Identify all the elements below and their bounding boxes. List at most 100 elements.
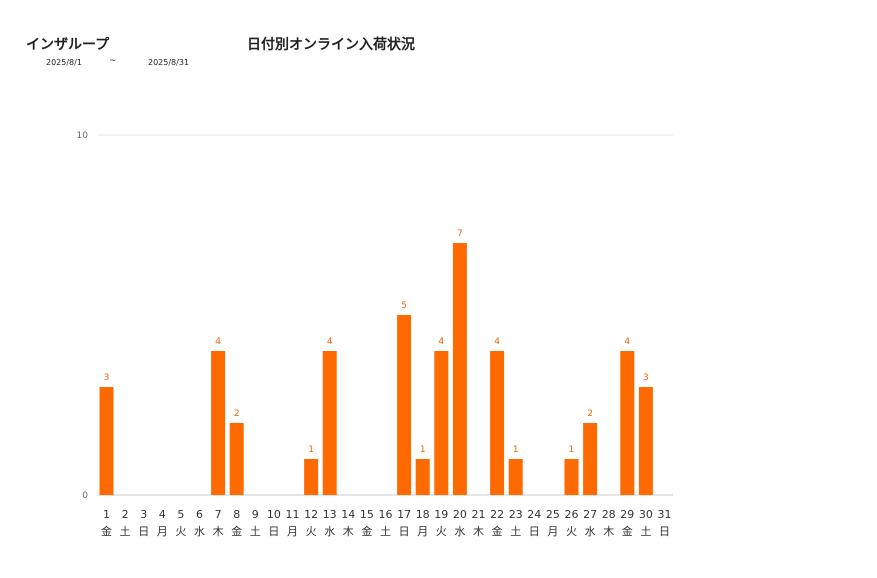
x-tick-label-day: 5 bbox=[177, 508, 184, 521]
x-tick-label-weekday: 金 bbox=[492, 524, 503, 538]
x-tick-label-weekday: 金 bbox=[361, 524, 372, 538]
x-tick-label-weekday: 水 bbox=[454, 525, 465, 538]
chart-title: 日付別オンライン入荷状況 bbox=[247, 37, 415, 53]
data-label: 3 bbox=[104, 373, 110, 383]
x-tick-label-weekday: 日 bbox=[529, 525, 540, 538]
x-tick-label-day: 26 bbox=[565, 508, 579, 521]
bar bbox=[322, 351, 337, 495]
x-tick-label-weekday: 火 bbox=[436, 525, 447, 538]
x-tick-label-day: 27 bbox=[583, 508, 597, 521]
x-tick-label-weekday: 土 bbox=[380, 525, 391, 538]
bar bbox=[638, 387, 653, 495]
company-name: インザループ bbox=[26, 37, 110, 53]
x-tick-label-weekday: 日 bbox=[268, 525, 279, 538]
date-range-separator: ~ bbox=[109, 56, 117, 66]
bar bbox=[229, 423, 244, 495]
x-tick-label-day: 17 bbox=[397, 508, 411, 521]
x-tick-label-day: 4 bbox=[159, 508, 166, 521]
x-tick-label-weekday: 火 bbox=[306, 525, 317, 538]
bar bbox=[211, 351, 226, 495]
x-tick-label-weekday: 土 bbox=[640, 525, 651, 538]
x-tick-label-day: 21 bbox=[472, 508, 486, 521]
x-tick-label-weekday: 水 bbox=[585, 525, 596, 538]
x-tick-label-day: 14 bbox=[341, 508, 355, 521]
data-label: 1 bbox=[420, 445, 426, 455]
x-tick-label-day: 10 bbox=[267, 508, 281, 521]
x-tick-label-day: 2 bbox=[122, 508, 129, 521]
x-tick-label-weekday: 金 bbox=[622, 524, 633, 538]
data-label: 5 bbox=[401, 301, 407, 311]
x-tick-label-day: 7 bbox=[215, 508, 222, 521]
bar bbox=[620, 351, 635, 495]
x-tick-label-day: 23 bbox=[509, 508, 523, 521]
x-tick-label-day: 25 bbox=[546, 508, 560, 521]
data-label: 1 bbox=[308, 445, 314, 455]
date-to: 2025/8/31 bbox=[148, 58, 190, 67]
bar bbox=[583, 423, 598, 495]
x-tick-label-weekday: 月 bbox=[547, 525, 558, 538]
bar bbox=[397, 315, 412, 495]
x-tick-label-day: 6 bbox=[196, 508, 203, 521]
y-tick-label: 0 bbox=[82, 491, 88, 501]
x-tick-label-day: 20 bbox=[453, 508, 467, 521]
bar bbox=[508, 459, 523, 495]
bar bbox=[304, 459, 319, 495]
x-tick-label-day: 8 bbox=[233, 508, 240, 521]
x-tick-label-day: 31 bbox=[658, 508, 672, 521]
x-tick-label-weekday: 木 bbox=[343, 525, 354, 538]
x-tick-label-day: 1 bbox=[103, 508, 110, 521]
x-tick-label-day: 12 bbox=[304, 508, 318, 521]
data-label: 4 bbox=[327, 337, 333, 347]
data-label: 4 bbox=[438, 337, 444, 347]
data-label: 2 bbox=[587, 409, 593, 419]
x-tick-label-weekday: 日 bbox=[399, 525, 410, 538]
x-tick-label-day: 16 bbox=[379, 508, 393, 521]
data-label: 4 bbox=[624, 337, 630, 347]
x-tick-label-weekday: 日 bbox=[659, 525, 670, 538]
x-tick-label-weekday: 火 bbox=[175, 525, 186, 538]
data-label: 7 bbox=[457, 229, 463, 239]
x-tick-label-day: 13 bbox=[323, 508, 337, 521]
x-tick-label-day: 24 bbox=[527, 508, 541, 521]
x-tick-label-weekday: 土 bbox=[120, 525, 131, 538]
x-tick-label-day: 3 bbox=[140, 508, 147, 521]
y-tick-label: 10 bbox=[77, 131, 89, 141]
x-tick-label-weekday: 木 bbox=[213, 525, 224, 538]
bar bbox=[564, 459, 579, 495]
x-tick-label-weekday: 火 bbox=[566, 525, 577, 538]
x-tick-label-weekday: 水 bbox=[194, 525, 205, 538]
x-tick-label-day: 11 bbox=[286, 508, 300, 521]
x-tick-label-weekday: 月 bbox=[287, 525, 298, 538]
x-tick-label-day: 15 bbox=[360, 508, 374, 521]
x-tick-label-day: 19 bbox=[434, 508, 448, 521]
x-tick-label-weekday: 木 bbox=[603, 525, 614, 538]
bar bbox=[99, 387, 114, 495]
data-label: 4 bbox=[215, 337, 221, 347]
bar bbox=[452, 243, 467, 495]
x-tick-label-day: 29 bbox=[620, 508, 634, 521]
bar bbox=[490, 351, 505, 495]
x-tick-label-weekday: 日 bbox=[138, 525, 149, 538]
x-tick-label-day: 30 bbox=[639, 508, 653, 521]
x-tick-label-weekday: 水 bbox=[324, 525, 335, 538]
bar bbox=[415, 459, 430, 495]
data-label: 4 bbox=[494, 337, 500, 347]
data-label: 3 bbox=[643, 373, 649, 383]
x-tick-label-day: 9 bbox=[252, 508, 259, 521]
data-label: 2 bbox=[234, 409, 240, 419]
x-tick-label-day: 28 bbox=[602, 508, 616, 521]
x-tick-label-weekday: 金 bbox=[101, 524, 112, 538]
date-from: 2025/8/1 bbox=[46, 58, 82, 67]
x-tick-label-weekday: 月 bbox=[417, 525, 428, 538]
x-tick-label-weekday: 金 bbox=[231, 524, 242, 538]
x-tick-label-day: 22 bbox=[490, 508, 504, 521]
x-tick-label-weekday: 月 bbox=[157, 525, 168, 538]
x-tick-label-weekday: 木 bbox=[473, 525, 484, 538]
data-label: 1 bbox=[513, 445, 519, 455]
bar bbox=[434, 351, 449, 495]
x-tick-label-day: 18 bbox=[416, 508, 430, 521]
x-tick-label-weekday: 土 bbox=[510, 525, 521, 538]
x-tick-label-weekday: 土 bbox=[250, 525, 261, 538]
data-label: 1 bbox=[569, 445, 575, 455]
